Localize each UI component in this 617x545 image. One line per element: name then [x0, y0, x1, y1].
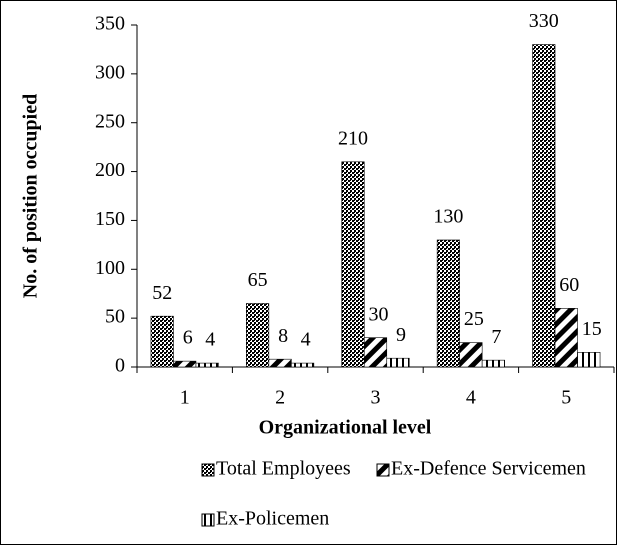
legend-label: Ex-Defence Servicemen: [391, 458, 586, 480]
value-label: 8: [278, 325, 288, 347]
y-tick-label: 300: [95, 61, 125, 83]
legend-swatch: [376, 463, 390, 477]
y-tick-label: 250: [95, 110, 125, 132]
bar: [195, 362, 219, 368]
y-tick-label: 100: [95, 257, 125, 279]
value-label: 7: [491, 326, 501, 348]
bar: [268, 358, 292, 368]
value-label: 4: [301, 329, 311, 351]
bar: [577, 352, 601, 368]
value-label: 65: [248, 269, 268, 291]
legend-swatch: [201, 463, 215, 477]
legend-label: Ex-Policemen: [216, 508, 329, 530]
bar: [436, 239, 460, 368]
legend-swatch: [201, 513, 215, 527]
value-label: 15: [582, 318, 602, 340]
x-axis-title: Organizational level: [259, 417, 432, 439]
x-tick-label: 3: [371, 387, 381, 409]
y-tick-label: 350: [95, 13, 125, 35]
bar: [173, 360, 197, 368]
value-label: 4: [205, 329, 215, 351]
y-tick-label: 50: [105, 306, 125, 328]
y-axis-title: No. of position occupied: [20, 94, 42, 298]
value-label: 30: [369, 303, 389, 325]
bar: [554, 308, 578, 368]
bar: [532, 44, 556, 368]
bar: [150, 315, 174, 368]
bar: [341, 161, 365, 368]
value-label: 130: [433, 206, 463, 228]
bar: [246, 303, 270, 368]
value-label: 6: [183, 327, 193, 349]
y-tick-label: 200: [95, 159, 125, 181]
legend-label: Total Employees: [216, 458, 351, 480]
value-label: 25: [464, 308, 484, 330]
x-tick-label: 1: [180, 387, 190, 409]
bar: [481, 359, 505, 368]
bar: [386, 357, 410, 368]
y-tick-label: 0: [115, 355, 125, 377]
bar: [459, 342, 483, 368]
x-tick-label: 4: [466, 387, 476, 409]
value-label: 9: [396, 324, 406, 346]
value-label: 330: [529, 10, 559, 32]
y-tick-label: 150: [95, 208, 125, 230]
value-label: 60: [559, 274, 579, 296]
value-label: 52: [152, 282, 172, 304]
bar: [291, 362, 315, 368]
value-label: 210: [338, 127, 368, 149]
bar: [363, 337, 388, 368]
x-tick-label: 2: [275, 387, 285, 409]
x-tick-label: 5: [561, 387, 571, 409]
